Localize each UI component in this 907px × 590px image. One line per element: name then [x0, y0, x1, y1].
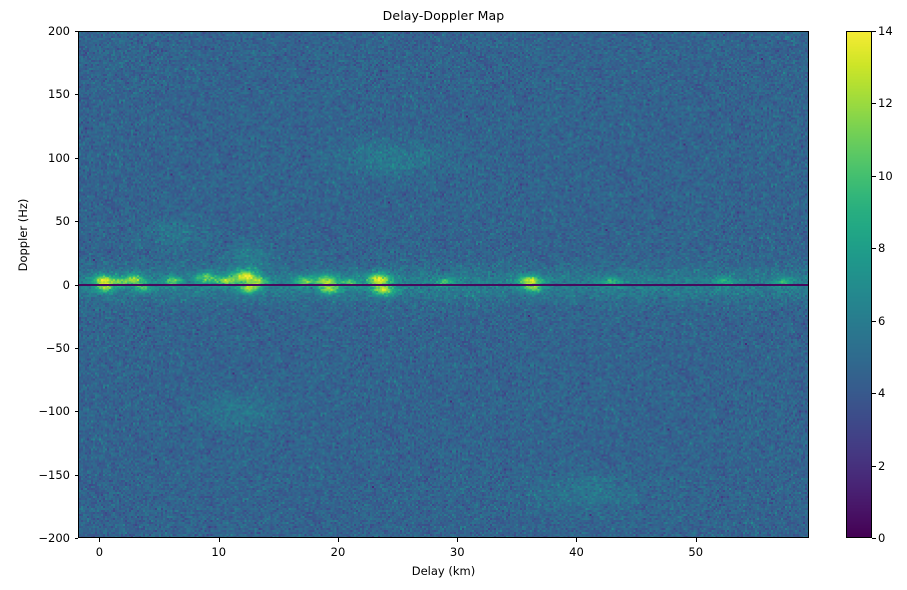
x-tick-mark	[218, 538, 220, 542]
y-tick-label: 0	[62, 277, 70, 292]
colorbar-tick-label: 10	[878, 168, 893, 183]
x-tick-label: 30	[449, 545, 465, 559]
colorbar-tick-label: 14	[878, 24, 893, 38]
colorbar-tick-mark	[872, 175, 876, 177]
colorbar-tick-mark	[872, 465, 876, 467]
y-tick-label: −100	[38, 404, 70, 419]
x-tick-mark	[337, 538, 339, 542]
colorbar-tick-label: 8	[878, 241, 886, 256]
page-title: Delay-Doppler Map	[382, 8, 505, 23]
x-tick-mark	[99, 538, 101, 542]
colorbar-tick-mark	[872, 393, 876, 395]
y-tick-label: −150	[38, 467, 70, 482]
colorbar-tick-mark	[872, 31, 876, 32]
y-tick-label: 200	[48, 24, 70, 38]
colorbar	[846, 31, 872, 538]
colorbar-tick-label: 6	[878, 313, 886, 328]
y-tick-label: 50	[55, 214, 70, 229]
x-tick-label: 40	[569, 545, 584, 559]
y-tick-label: 150	[48, 87, 70, 102]
colorbar-tick-mark	[872, 248, 876, 250]
delay-doppler-heatmap	[79, 32, 808, 537]
x-axis-label: Delay (km)	[411, 564, 476, 578]
x-tick-label: 0	[95, 545, 104, 559]
colorbar-tick-mark	[872, 103, 876, 105]
x-tick-mark	[457, 538, 459, 542]
colorbar-tick-mark	[872, 320, 876, 322]
colorbar-tick-label: 0	[878, 531, 886, 545]
y-tick-label: 100	[48, 150, 70, 165]
colorbar-tick-mark	[872, 538, 876, 539]
colorbar-tick-label: 2	[878, 458, 886, 473]
heatmap-axes	[78, 31, 809, 538]
x-tick-label: 10	[211, 545, 227, 559]
x-tick-label: 20	[330, 545, 346, 559]
y-axis-label: Doppler (Hz)	[16, 198, 30, 272]
x-tick-mark	[576, 538, 578, 542]
colorbar-tick-label: 4	[878, 386, 886, 401]
colorbar-tick-label: 12	[878, 96, 893, 111]
y-tick-mark	[74, 538, 78, 539]
y-tick-label: −200	[38, 531, 70, 545]
y-tick-label: −50	[45, 340, 70, 355]
colorbar-gradient	[847, 32, 871, 537]
x-tick-label: 50	[688, 545, 704, 559]
x-tick-mark	[695, 538, 697, 542]
